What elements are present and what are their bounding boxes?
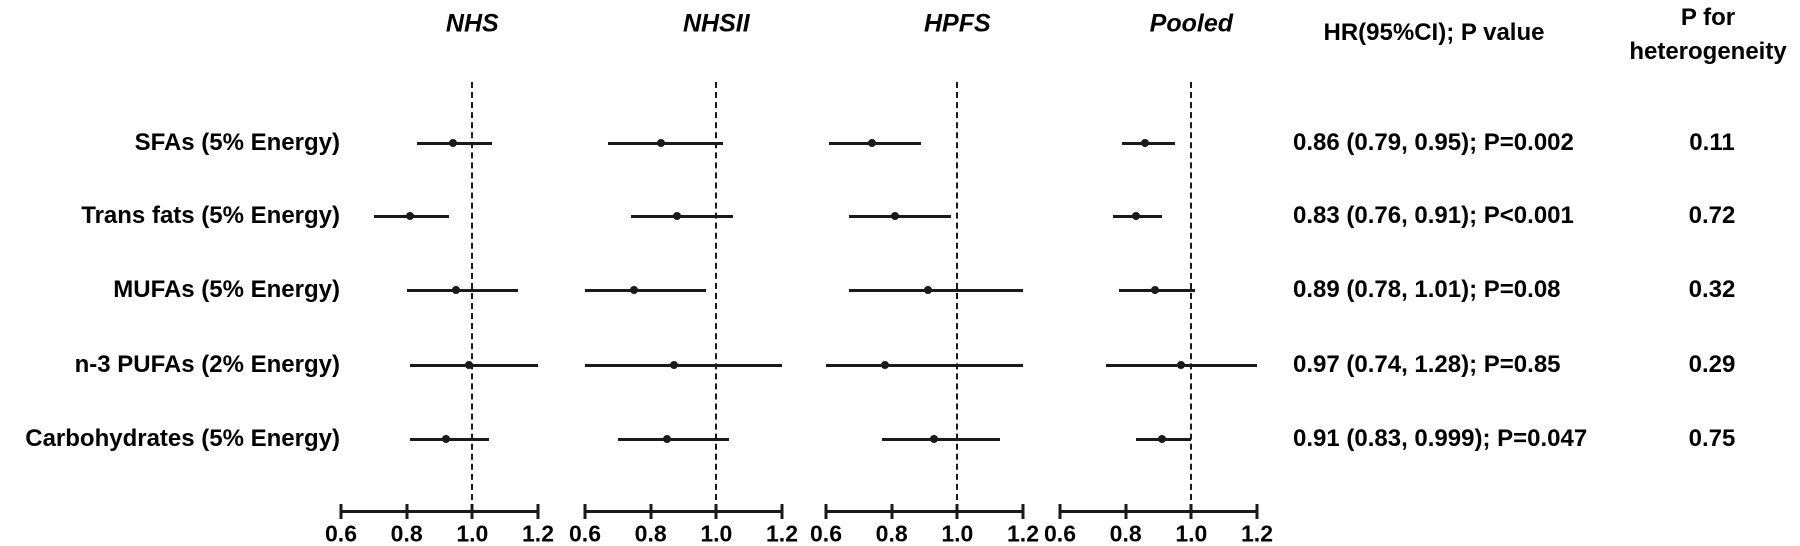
axis-tick-label: 0.6 [1044, 520, 1076, 546]
hr-value: 0.89 (0.78, 1.01); P=0.08 [1293, 276, 1561, 303]
ci-line-nhsii [617, 437, 730, 441]
axis-tick-label: 1.0 [941, 520, 974, 546]
axis-line [341, 510, 538, 513]
axis-tick [890, 504, 894, 519]
axis-tick-label: 0.8 [875, 520, 908, 546]
axis-tick-label: 0.6 [325, 520, 357, 546]
axis-tick [405, 504, 409, 519]
point-estimate-pooled [1131, 212, 1140, 220]
hr-value: 0.97 (0.74, 1.28); P=0.85 [1293, 351, 1561, 378]
axis-tick-label: 1.2 [1007, 520, 1039, 546]
ci-line-nhsii [630, 214, 733, 218]
axis-tick [339, 504, 343, 519]
axis-tick [1189, 504, 1193, 519]
axis-tick-label: 1.0 [1175, 520, 1208, 546]
axis-tick-label: 1.2 [766, 520, 798, 546]
axis-tick [649, 504, 653, 519]
hr-column-header: HR(95%CI); P value [1323, 19, 1545, 46]
p-heterogeneity-header-line2: heterogeneity [1629, 38, 1787, 65]
panel-header-nhs: NHS [445, 9, 499, 38]
axis-tick [955, 504, 959, 519]
point-estimate-hpfs [881, 361, 890, 369]
point-estimate-nhsii [656, 139, 665, 147]
point-estimate-nhsii [630, 286, 639, 294]
p-het-value: 0.11 [1689, 129, 1735, 156]
row-label: n-3 PUFAs (2% Energy) [74, 351, 340, 378]
point-estimate-nhsii [672, 212, 681, 220]
axis-tick-label: 1.2 [1241, 520, 1273, 546]
axis-tick [1124, 504, 1128, 519]
ci-line-hpfs [826, 363, 1023, 367]
axis-tick [824, 504, 828, 519]
hr-value: 0.86 (0.79, 0.95); P=0.002 [1293, 129, 1574, 156]
axis-tick-label: 0.8 [634, 520, 667, 546]
ci-line-nhsii [607, 141, 723, 145]
panel-header-pooled: Pooled [1149, 9, 1233, 38]
hr-value: 0.83 (0.76, 0.91); P<0.001 [1293, 202, 1574, 229]
p-heterogeneity-header-line1: P for [1680, 4, 1736, 31]
axis-tick [1021, 504, 1025, 519]
p-het-value: 0.72 [1688, 202, 1736, 229]
axis-tick-label: 1.2 [522, 520, 554, 546]
point-estimate-hpfs [890, 212, 899, 220]
point-estimate-nhs [451, 286, 460, 294]
point-estimate-nhsii [669, 361, 678, 369]
point-estimate-hpfs [930, 435, 939, 443]
panel-header-nhsii: NHSII [682, 9, 750, 38]
axis-tick [1058, 504, 1062, 519]
hr-value: 0.91 (0.83, 0.999); P=0.047 [1293, 425, 1588, 452]
reference-line [956, 82, 959, 510]
axis-line [826, 510, 1023, 513]
reference-line [471, 82, 474, 510]
axis-tick [780, 504, 784, 519]
row-label: Carbohydrates (5% Energy) [25, 425, 340, 452]
p-het-value: 0.75 [1688, 425, 1736, 452]
axis-tick-label: 0.6 [569, 520, 601, 546]
point-estimate-pooled [1177, 361, 1186, 369]
point-estimate-nhs [448, 139, 457, 147]
axis-tick [583, 504, 587, 519]
ci-line-nhs [406, 288, 519, 292]
axis-line [585, 510, 782, 513]
p-het-value: 0.29 [1688, 351, 1736, 378]
point-estimate-pooled [1157, 435, 1166, 443]
point-estimate-nhs [442, 435, 451, 443]
axis-tick [470, 504, 474, 519]
axis-line [1060, 510, 1257, 513]
row-label: SFAs (5% Energy) [134, 129, 340, 156]
reference-line [715, 82, 718, 510]
ci-line-nhsii [585, 363, 782, 367]
point-estimate-nhs [405, 212, 414, 220]
ci-line-nhs [409, 363, 538, 367]
axis-tick-label: 1.0 [700, 520, 733, 546]
p-het-value: 0.32 [1688, 276, 1736, 303]
point-estimate-pooled [1141, 139, 1150, 147]
ci-line-hpfs [848, 214, 951, 218]
axis-tick [536, 504, 540, 519]
row-label: Trans fats (5% Energy) [81, 202, 340, 229]
reference-line [1190, 82, 1193, 510]
point-estimate-hpfs [923, 286, 932, 294]
ci-line-hpfs [848, 288, 1023, 292]
ci-line-hpfs [881, 437, 1000, 441]
axis-tick [1255, 504, 1259, 519]
axis-tick-label: 0.6 [810, 520, 842, 546]
point-estimate-pooled [1151, 286, 1160, 294]
point-estimate-nhsii [663, 435, 672, 443]
row-label: MUFAs (5% Energy) [113, 276, 340, 303]
axis-tick-label: 1.0 [456, 520, 489, 546]
point-estimate-hpfs [867, 139, 876, 147]
panel-header-hpfs: HPFS [923, 9, 991, 38]
point-estimate-nhs [465, 361, 474, 369]
axis-tick [714, 504, 718, 519]
ci-line-nhsii [585, 288, 707, 292]
axis-tick-label: 0.8 [1109, 520, 1142, 546]
axis-tick-label: 0.8 [390, 520, 423, 546]
